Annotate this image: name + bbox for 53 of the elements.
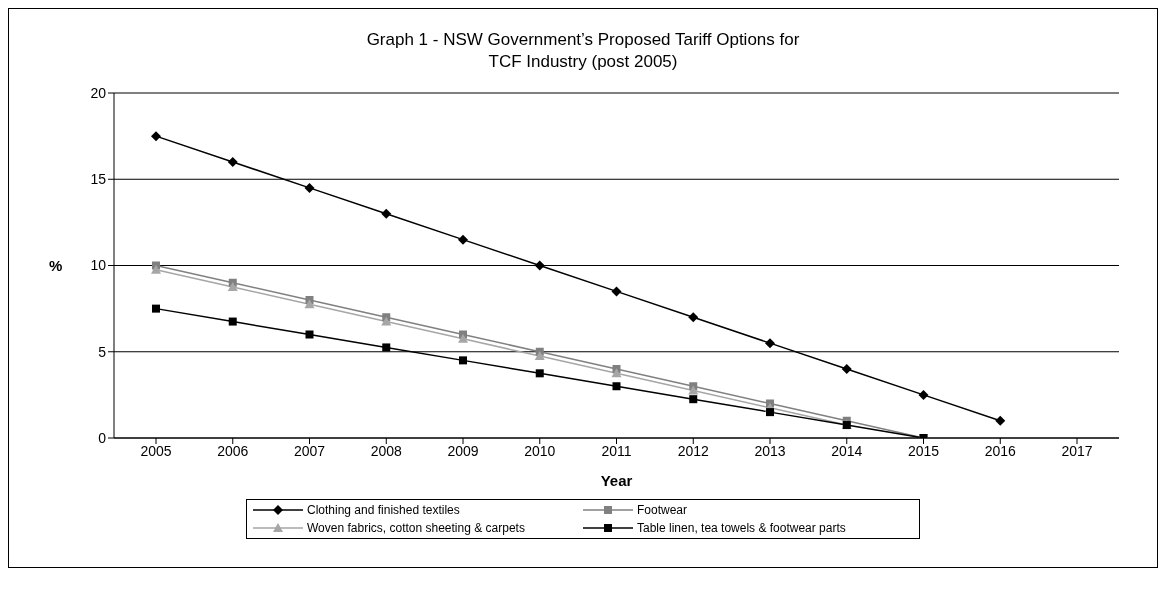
point [918,389,929,400]
point [381,316,392,326]
point [459,356,467,365]
legend-label: Footwear [637,503,688,517]
x-axis-title: Year [600,472,633,489]
point [458,333,468,343]
y-tick-label: 20 [90,84,107,101]
y-tick-label: 10 [90,257,107,274]
point [534,260,545,271]
x-tick-label: 2014 [831,442,863,459]
x-tick-label: 2012 [677,442,710,459]
y-tick-label: 15 [90,171,107,188]
y-tick-label: 5 [98,343,107,360]
x-tick-label: 2007 [293,442,326,459]
point [689,395,698,404]
point [382,343,391,352]
point [534,351,545,361]
legend-label: Clothing and finished textiles [307,503,460,517]
y-tick-label: 0 [98,429,107,446]
point [688,385,699,395]
point [305,330,314,339]
x-tick-label: 2008 [370,442,403,459]
point [841,364,852,374]
chart-title: Graph 1 - NSW Government’s Proposed Tariff Options for TCF Industry (post 2005) [365,29,801,73]
x-tick-label: 2006 [217,442,249,459]
point [381,208,392,219]
point [688,312,699,323]
point [766,408,774,417]
point [611,286,622,297]
point [227,282,238,292]
point [152,304,160,313]
x-tick-label: 2016 [984,442,1017,459]
x-tick-label: 2017 [1061,442,1093,459]
x-tick-label: 2011 [601,442,632,459]
point [304,299,315,309]
point [304,182,315,193]
x-tick-label: 2005 [140,442,172,459]
point [228,317,237,326]
x-tick-label: 2009 [447,442,479,459]
x-tick-label: 2015 [907,442,940,459]
point [612,382,621,391]
legend-label: Table linen, tea towels & footwear parts [637,521,846,535]
point [995,415,1006,426]
y-axis-title: % [49,256,63,274]
point [458,234,468,245]
x-tick-label: 2013 [754,442,786,459]
x-tick-label: 2010 [524,442,556,459]
point [227,157,238,167]
point [765,338,775,349]
point [151,264,161,274]
point [611,368,622,378]
point [535,369,544,378]
legend-label: Woven fabrics, cotton sheeting & carpets [307,521,525,535]
